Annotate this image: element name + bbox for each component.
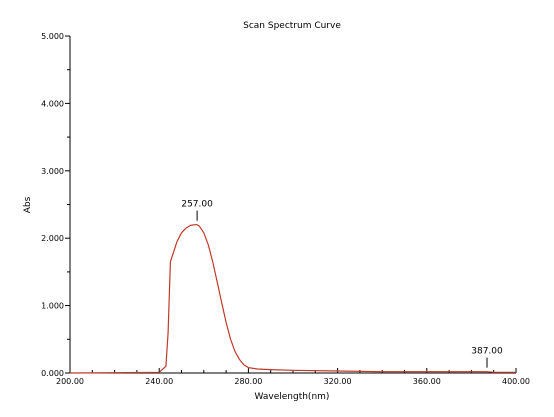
x-tick-label: 200.00 <box>56 377 84 386</box>
chart-title: Scan Spectrum Curve <box>243 21 341 31</box>
ticks: 0.000 1.000 2.000 3.000 4.000 5.000 200.00 240.… <box>41 32 530 386</box>
x-tick-label: 240.00 <box>145 377 173 386</box>
x-tick-label: 400.00 <box>502 377 530 386</box>
x-tick-label: 280.00 <box>234 377 262 386</box>
y-tick-label: 1.000 <box>41 302 64 311</box>
y-tick-label: 4.000 <box>41 99 64 108</box>
y-tick-label: 2.000 <box>41 234 64 243</box>
spectrum-line <box>69 224 516 374</box>
x-tick-label: 320.00 <box>324 377 352 386</box>
peak-label: 257.00 <box>181 200 213 210</box>
y-tick-label: 0.000 <box>41 369 64 378</box>
y-axis-label: Abs <box>23 196 33 213</box>
y-tick-label: 5.000 <box>41 32 64 41</box>
annotations: 257.00 387.00 <box>181 200 503 368</box>
peak-label: 387.00 <box>471 347 503 357</box>
y-tick-label: 3.000 <box>41 167 64 176</box>
x-axis-label: Wavelength(nm) <box>255 392 330 402</box>
x-tick-label: 360.00 <box>413 377 441 386</box>
axes <box>69 36 516 374</box>
series <box>69 224 516 374</box>
